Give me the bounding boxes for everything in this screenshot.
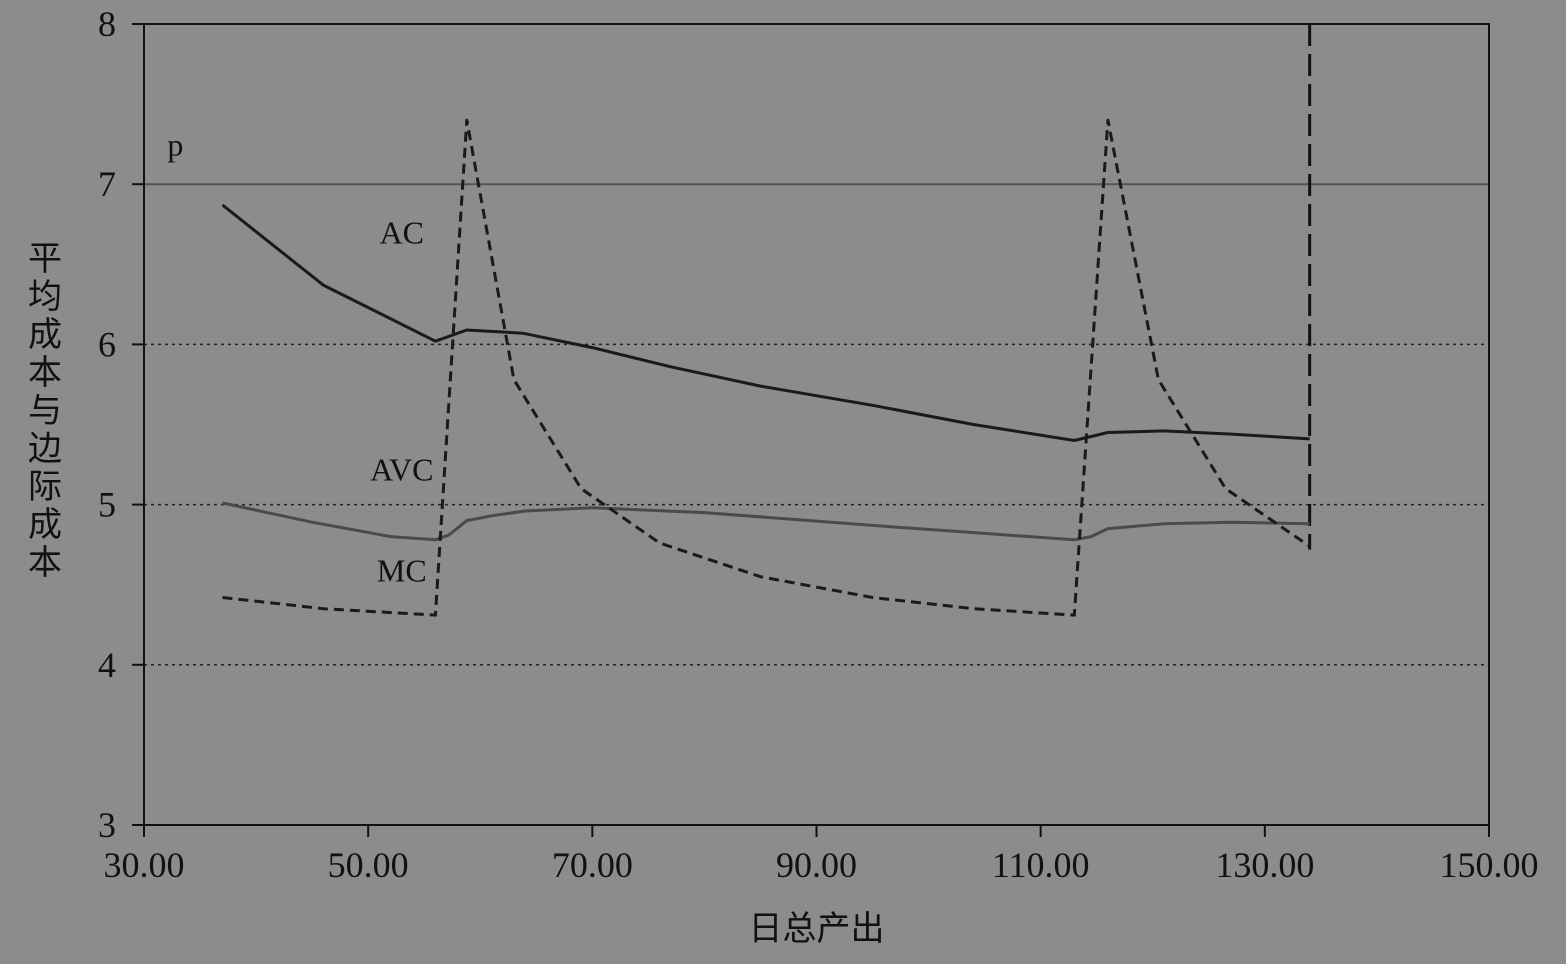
series-annotations: p AC AVC MC <box>167 126 433 588</box>
reference-lines <box>144 24 1489 550</box>
series-lines <box>221 118 1311 617</box>
plot-frame <box>143 23 1490 826</box>
x-tick-label: 70.00 <box>552 845 633 885</box>
label-ac: AC <box>380 214 424 250</box>
gridlines <box>144 343 1489 666</box>
x-tick-label: 130.00 <box>1215 845 1314 885</box>
label-avc: AVC <box>370 452 433 488</box>
series-avc-line <box>222 501 1310 542</box>
x-tick-label: 30.00 <box>104 845 185 885</box>
y-tick-label: 3 <box>98 805 116 845</box>
y-tick-label: 6 <box>98 324 116 364</box>
x-tick-label: 90.00 <box>776 845 857 885</box>
y-tick-label: 8 <box>98 4 116 44</box>
x-tick-label: 150.00 <box>1440 845 1539 885</box>
series-mc-line <box>222 118 1311 617</box>
label-mc: MC <box>377 552 427 588</box>
x-tick-label: 110.00 <box>992 845 1090 885</box>
y-tick-label: 5 <box>98 485 116 525</box>
x-axis-title: 日总产出 <box>749 909 885 949</box>
y-tick-label: 7 <box>98 164 116 204</box>
axis-ticks: 30.00 50.00 70.00 90.00 110.00 130.00 150.00 3 4… <box>98 4 1539 885</box>
label-p: p <box>167 126 183 162</box>
y-tick-label: 4 <box>98 645 116 685</box>
series-ac-line <box>221 203 1310 442</box>
y-axis-title: 平均成本与边际成本 <box>28 239 62 583</box>
x-tick-label: 50.00 <box>328 845 409 885</box>
